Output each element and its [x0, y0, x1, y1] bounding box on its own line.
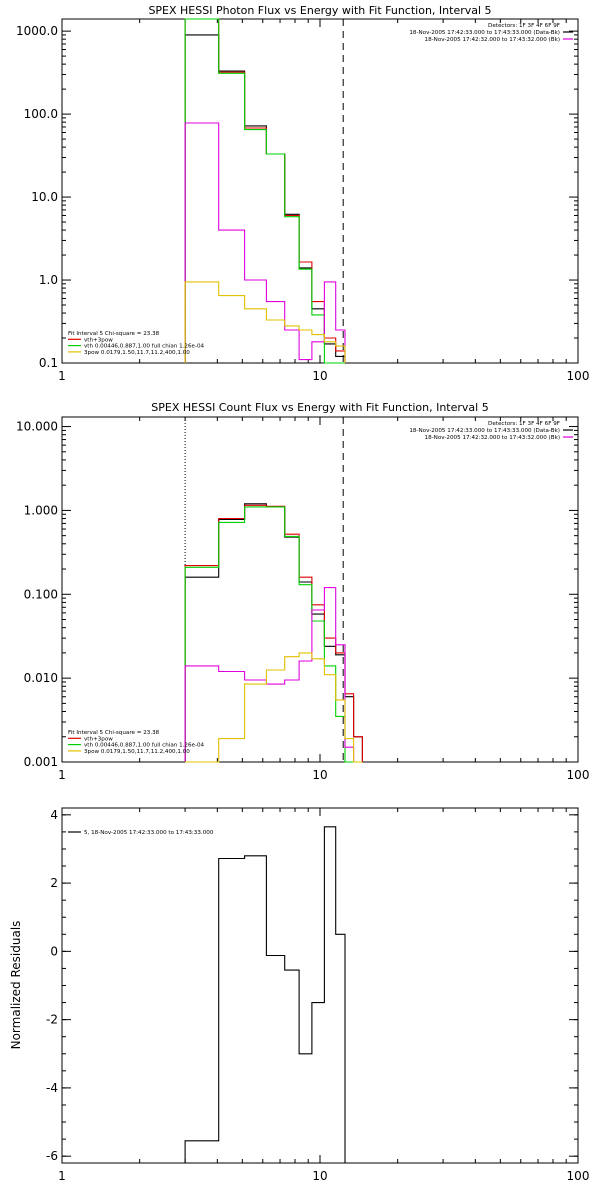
y-tick-label: -2 [46, 1013, 58, 1027]
spectrum-series [185, 652, 363, 763]
legend-text: 18-Nov-2005 17:42:32.000 to 17:43:32.000… [425, 435, 560, 441]
legend-text: 18-Nov-2005 17:42:32.000 to 17:43:32.000… [425, 37, 560, 43]
y-tick-label: 10.0 [31, 190, 58, 204]
x-tick-label: 1 [58, 768, 66, 782]
spectrum-series [184, 503, 363, 762]
x-tick-label: 100 [567, 1169, 590, 1183]
y-tick-label: 1.000 [24, 503, 58, 517]
spectrum-series [184, 18, 346, 363]
spectrum-series [184, 506, 363, 763]
y-tick-label: -4 [46, 1081, 58, 1095]
plot-frame [61, 18, 579, 364]
count-flux-panel: SPEX HESSI Count Flux vs Energy with Fit… [16, 401, 589, 782]
legend-text: Fit Interval 5 Chi-square = 23.38 [68, 331, 160, 337]
y-tick-label: 0.001 [24, 755, 58, 769]
spectrum-series [184, 18, 345, 364]
x-tick-label: 1 [58, 369, 66, 383]
legend-text: 3pow 0.0179,1.50,11.7,11.2,400,1.00 [84, 749, 190, 755]
legend-text: 18-Nov-2005 17:42:33.000 to 17:43:33.000… [409, 428, 560, 434]
legend-text: vth 0.00446,0.887,1.00 full chian 1.26e-… [84, 344, 205, 350]
legend-text: vth 0.00446,0.887,1.00 full chian 1.26e-… [84, 743, 205, 749]
x-tick-label: 100 [567, 369, 590, 383]
y-tick-label: 4 [50, 808, 58, 822]
legend-text: 3pow 0.0179,1.50,11.7,11.2,400,1.00 [84, 350, 190, 356]
chart-title: SPEX HESSI Count Flux vs Energy with Fit… [151, 401, 488, 414]
y-tick-label: 0.010 [24, 671, 58, 685]
y-tick-label: 2 [50, 876, 58, 890]
spectrum-series [184, 587, 363, 763]
legend-text: Detectors: 1F 3F 4F 6F 9F [488, 23, 560, 29]
legend-text: 5, 18-Nov-2005 17:42:33.000 to 17:43:33.… [84, 830, 214, 836]
y-tick-label: 0.100 [24, 587, 58, 601]
y-tick-label: 100.0 [24, 107, 58, 121]
y-tick-label: 1000.0 [16, 24, 58, 38]
spectrum-series [184, 504, 363, 762]
chart-title: SPEX HESSI Photon Flux vs Energy with Fi… [148, 4, 491, 17]
photon-flux-panel: SPEX HESSI Photon Flux vs Energy with Fi… [16, 4, 589, 383]
spectrum-series [184, 34, 346, 363]
residuals-panel: Normalized Residuals 1 10 100 4 2 0 -2 -4 -6 5, 1… [9, 807, 590, 1183]
spectrum-series [184, 281, 346, 363]
x-tick-label: 1 [58, 1169, 66, 1183]
y-tick-label: 10.000 [16, 420, 58, 434]
spectrum-series [184, 122, 346, 363]
legend-text: vth+3pow [84, 736, 113, 742]
x-tick-label: 10 [312, 768, 327, 782]
y-tick-label: 0 [50, 944, 58, 958]
y-tick-label: 1.0 [39, 273, 58, 287]
legend-text: Detectors: 1F 3F 4F 6F 9F [488, 421, 560, 427]
y-tick-label: 0.1 [39, 356, 58, 370]
plot-frame [61, 416, 579, 763]
legend-text: 18-Nov-2005 17:42:33.000 to 17:43:33.000… [409, 30, 560, 36]
legend-text: vth+3pow [84, 337, 113, 343]
y-axis-label: Normalized Residuals [9, 921, 23, 1050]
x-tick-label: 10 [312, 369, 327, 383]
y-tick-label: -6 [46, 1149, 58, 1163]
x-tick-label: 100 [567, 768, 590, 782]
legend-text: Fit Interval 5 Chi-square = 23.38 [68, 730, 160, 736]
x-tick-label: 10 [312, 1169, 327, 1183]
plot-frame [61, 807, 579, 1164]
spectrum-series [184, 826, 346, 1163]
